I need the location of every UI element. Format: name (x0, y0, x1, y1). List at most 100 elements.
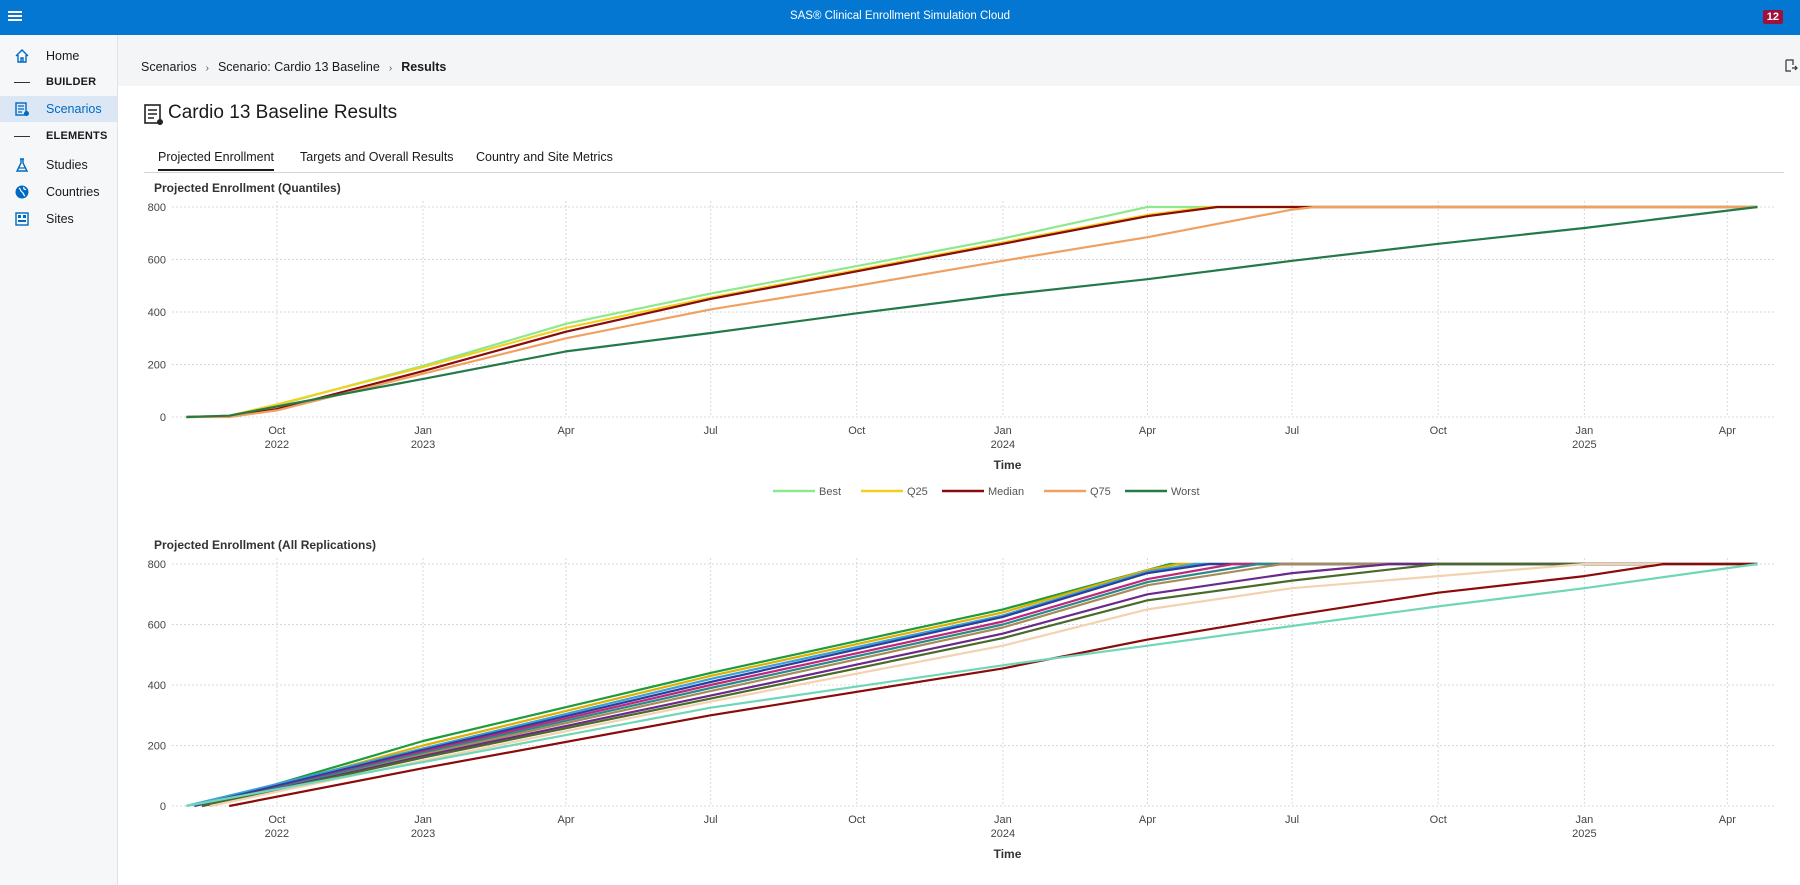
series-line-replication-7 (209, 562, 1758, 808)
x-tick-label: Jul (704, 425, 718, 437)
globe-icon (15, 185, 29, 199)
breadcrumb-scenario[interactable]: Scenario: Cardio 13 Baseline (217, 60, 380, 74)
y-tick-label: 200 (148, 741, 166, 753)
x-tick-label: Oct (1430, 814, 1447, 826)
y-tick-label: 400 (148, 680, 166, 692)
page-title: Cardio 13 Baseline Results (168, 102, 398, 123)
breadcrumb-current: Results (401, 60, 447, 74)
x-tick-label: Apr (557, 425, 574, 437)
sidebar-item-label: Countries (46, 185, 100, 199)
chevron-right-icon: › (388, 63, 393, 74)
legend-item-q25[interactable]: Q25 (861, 486, 928, 498)
x-tick-label: Jul (1285, 425, 1299, 437)
legend-label: Q75 (1090, 486, 1111, 498)
x-tick-year-label: 2023 (411, 439, 435, 451)
x-axis-title: Time (994, 847, 1022, 861)
results-tabs: Projected Enrollment Targets and Overall… (144, 145, 1784, 173)
sidebar-item-label: Scenarios (46, 102, 102, 116)
sidebar-item-sites[interactable]: Sites (0, 206, 117, 232)
series-line-replication-5 (201, 562, 1758, 808)
chevron-right-icon: › (205, 63, 209, 74)
x-tick-year-label: 2022 (265, 828, 289, 840)
legend-item-median[interactable]: Median (942, 486, 1024, 498)
legend-item-worst[interactable]: Worst (1125, 486, 1200, 498)
x-tick-label: Apr (557, 814, 574, 826)
legend-label: Worst (1171, 486, 1200, 498)
tab-targets-overall-results[interactable]: Targets and Overall Results (300, 150, 454, 164)
series-line-replication-10 (209, 562, 1758, 808)
notification-badge[interactable]: 12 (1762, 10, 1783, 24)
series-line-replication-12 (186, 562, 1758, 808)
series-line-replication-11 (228, 562, 1758, 808)
x-tick-label: Jan (994, 425, 1012, 437)
hamburger-menu-icon[interactable] (8, 9, 22, 23)
series-line-replication-9 (201, 562, 1758, 808)
quantiles-chart: 0 200 400 600 800 Oct 2022 Jan 2023 Apr Jul Oct Jan 2… (148, 201, 1775, 498)
sidebar-item-studies[interactable]: Studies (0, 152, 117, 178)
y-tick-label: 800 (148, 202, 166, 214)
x-tick-label: Jan (1575, 425, 1593, 437)
legend-item-best[interactable]: Best (773, 486, 841, 498)
x-axis-title: Time (994, 458, 1022, 472)
x-tick-label: Oct (1430, 425, 1447, 437)
y-tick-label: 600 (148, 255, 166, 267)
x-tick-label: Apr (1719, 425, 1736, 437)
tab-projected-enrollment[interactable]: Projected Enrollment (158, 150, 275, 171)
legend-label: Q25 (907, 486, 928, 498)
x-tick-label: Jan (1575, 814, 1593, 826)
series-line-replication-6 (201, 562, 1758, 808)
series-line-replication-8 (201, 562, 1758, 808)
x-tick-year-label: 2025 (1572, 439, 1596, 451)
x-tick-label: Oct (848, 814, 865, 826)
tab-country-site-metrics[interactable]: Country and Site Metrics (476, 150, 613, 164)
x-tick-label: Apr (1139, 425, 1156, 437)
sidebar-section-elements: ELEMENTS (0, 127, 117, 147)
legend-item-q75[interactable]: Q75 (1044, 486, 1111, 498)
section-label: BUILDER (46, 76, 97, 88)
series-line-replication-2 (201, 562, 1758, 808)
x-tick-year-label: 2024 (991, 439, 1015, 451)
sidebar: Home BUILDER Scenarios ELEMENTS Studies … (0, 35, 118, 885)
series-line-replication-1 (201, 562, 1758, 808)
x-tick-label: Jan (414, 814, 432, 826)
x-tick-label: Jul (1285, 814, 1299, 826)
app-header: SAS® Clinical Enrollment Simulation Clou… (0, 0, 1800, 36)
x-tick-label: Jul (704, 814, 718, 826)
x-tick-year-label: 2023 (411, 828, 435, 840)
y-tick-label: 400 (148, 307, 166, 319)
building-icon (15, 212, 29, 226)
breadcrumb: Scenarios › Scenario: Cardio 13 Baseline › R… (141, 60, 446, 74)
scenario-document-icon (144, 104, 163, 125)
breadcrumb-bar: Scenarios › Scenario: Cardio 13 Baseline › R… (118, 35, 1800, 86)
y-tick-label: 200 (148, 360, 166, 372)
series-line-replication-4 (194, 562, 1758, 808)
sidebar-section-builder: BUILDER (0, 73, 117, 93)
sidebar-item-scenarios[interactable]: Scenarios (0, 96, 117, 122)
x-tick-label: Jan (994, 814, 1012, 826)
x-tick-label: Oct (268, 425, 285, 437)
y-tick-label: 600 (148, 620, 166, 632)
x-tick-label: Oct (848, 425, 865, 437)
sidebar-item-countries[interactable]: Countries (0, 179, 117, 205)
breadcrumb-scenarios[interactable]: Scenarios (141, 60, 197, 74)
x-tick-label: Apr (1719, 814, 1736, 826)
y-tick-label: 800 (148, 559, 166, 571)
y-tick-label: 0 (160, 801, 166, 813)
legend-label: Best (819, 486, 841, 498)
home-icon (15, 49, 29, 63)
scenarios-icon (15, 102, 29, 116)
x-tick-label: Jan (414, 425, 432, 437)
flask-icon (15, 158, 29, 172)
series-line-q25 (186, 205, 1758, 419)
series-line-q75 (186, 205, 1758, 419)
y-tick-label: 0 (160, 412, 166, 424)
sidebar-item-label: Home (46, 49, 80, 63)
chart-title-quantiles: Projected Enrollment (Quantiles) (154, 181, 341, 195)
section-label: ELEMENTS (46, 130, 108, 142)
export-icon[interactable] (1784, 59, 1798, 73)
x-tick-year-label: 2022 (265, 439, 289, 451)
x-tick-label: Oct (268, 814, 285, 826)
sidebar-item-home[interactable]: Home (0, 43, 117, 69)
replications-chart: 0 200 400 600 800 Oct 2022 Jan 2023 Apr Jul Oct Jan 2… (148, 558, 1775, 861)
app-title: SAS® Clinical Enrollment Simulation Clou… (789, 10, 1011, 22)
